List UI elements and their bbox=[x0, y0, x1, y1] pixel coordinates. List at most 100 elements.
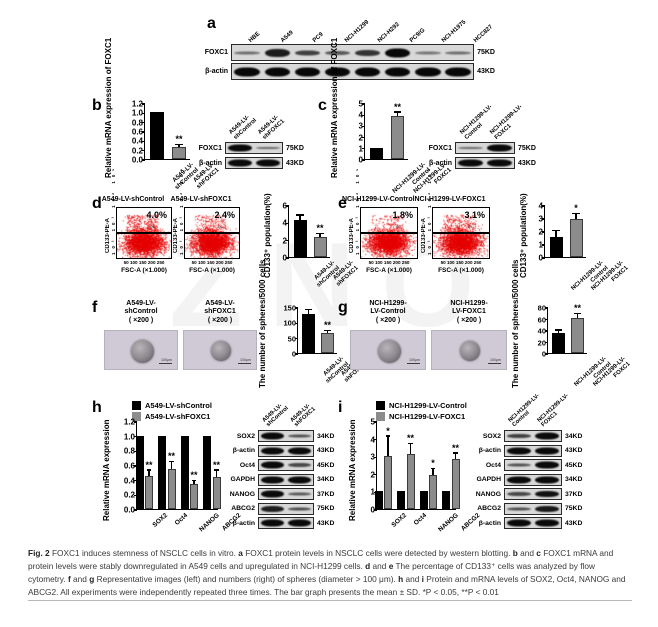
error-bar bbox=[575, 214, 576, 219]
blot-protein-name: FOXC1 bbox=[195, 145, 225, 152]
flow-cytometry-plot: 1.8% Q1 bbox=[360, 207, 418, 259]
panel-i-blot: NCI-H1299-LV- Control NCI-H1299-LV- FOXC1 SO… bbox=[468, 406, 590, 545]
blot-protein-name: SOX2 bbox=[224, 433, 258, 440]
error-bar bbox=[387, 437, 388, 456]
bar bbox=[570, 219, 583, 257]
flow-y-axis-ticks: 10² 10³ 10⁴ 10⁵ bbox=[111, 209, 116, 255]
sphere-colony bbox=[460, 341, 480, 361]
blot-lane bbox=[485, 158, 514, 168]
blot-band bbox=[487, 145, 511, 152]
blot-protein-name: ABCG2 bbox=[224, 505, 258, 512]
micrograph-caption: A549-LV-shControl( ×200 ) bbox=[104, 300, 178, 325]
panel-b-chart: A549-LV-shControl A549-LV-shFOXC1 0.0 0.2 0.… bbox=[126, 104, 198, 186]
flow-x-axis-title: FSC-A (×1.000) bbox=[178, 267, 246, 274]
figure-caption: Fig. 2 FOXC1 induces stemness of NSCLC c… bbox=[28, 547, 632, 598]
blot-lane-headers: A549-LV-shControl A549-LV-shFOXC1 bbox=[258, 406, 314, 430]
blot-row: FOXC1 75KD bbox=[421, 142, 540, 154]
blot-lane bbox=[533, 460, 561, 470]
bar bbox=[452, 459, 460, 509]
y-axis-tick-mark bbox=[286, 205, 289, 206]
panel-a-lane-header: HBE bbox=[247, 31, 260, 44]
blot-lane bbox=[226, 158, 254, 168]
blot-lane bbox=[259, 489, 286, 499]
caption-ref-h: h bbox=[398, 574, 403, 584]
error-bar-cap bbox=[552, 230, 560, 231]
panel-f-label: f bbox=[92, 300, 97, 316]
panel-f-y-axis-title: The number of spheres/5000 cells bbox=[259, 304, 279, 388]
scale-bar bbox=[407, 363, 420, 365]
caption-ref-e: e bbox=[389, 561, 394, 571]
x-axis-category-label: NANOG bbox=[198, 512, 221, 534]
blot-lane bbox=[262, 45, 292, 60]
y-axis-tick-mark bbox=[142, 150, 145, 151]
y-axis-tick-mark bbox=[134, 421, 137, 422]
panel-h-chart: SOX2 Oct4 NANOG ABCG2 0.0 0.2 0.4 0.6 0.8 1.0 1.2 *… bbox=[118, 422, 222, 522]
figure-2: ZNO a HBE A549 PC9 NCI-H1299 NCI-H292 PC9/G NC… bbox=[0, 0, 658, 627]
blot-band bbox=[256, 147, 280, 149]
blot-band bbox=[507, 434, 531, 438]
flow-y-axis-ticks: 10² 10³ 10⁴ 10⁵ bbox=[179, 209, 184, 255]
panel-c-chart: NCI-H1299-LV- Control NCI-H1299-LV- FOXC1 0 1… bbox=[352, 104, 418, 186]
flow-quadrant-label: Q1 bbox=[150, 224, 155, 229]
blot-row: Oct4 45KD bbox=[224, 459, 340, 471]
significance-marker: ** bbox=[190, 470, 197, 480]
error-bar bbox=[397, 113, 398, 116]
error-bar-cap bbox=[296, 214, 304, 215]
y-axis-tick-mark bbox=[295, 353, 298, 354]
y-axis-tick-mark bbox=[545, 353, 548, 354]
chart-plot-area: 0 2 4 6 ** bbox=[288, 206, 330, 258]
blot-band bbox=[535, 520, 559, 527]
scale-bar-label: 100μm bbox=[240, 358, 251, 362]
blot-lane bbox=[456, 143, 485, 153]
flow-x-axis-ticks: 50 100 150 200 250 bbox=[360, 260, 418, 265]
blot-protein-name: FOXC1 bbox=[165, 49, 231, 56]
blot-protein-name: β-actin bbox=[224, 447, 258, 454]
significance-marker: * bbox=[574, 203, 578, 213]
blot-lane bbox=[286, 446, 313, 456]
blot-protein-name: SOX2 bbox=[468, 433, 504, 440]
panel-i-label: i bbox=[338, 400, 342, 416]
blot-row: GAPDH 34KD bbox=[224, 474, 340, 486]
blot-lane bbox=[505, 460, 533, 470]
blot-band bbox=[261, 491, 284, 498]
flow-y-axis-ticks: 10² 10³ 10⁴ 10⁵ bbox=[427, 209, 432, 255]
y-axis-tick-mark bbox=[134, 509, 137, 510]
blot-lane-headers: NCI-H1299-LV- Control NCI-H1299-LV- FOXC1 bbox=[455, 102, 515, 142]
panel-d-chart: A549-LV-shControl A549-LV-shFOXC1 0 2 4 6 ** bbox=[278, 206, 340, 278]
blot-lane bbox=[533, 504, 561, 514]
blot-lane bbox=[286, 504, 313, 514]
blot-mw-marker: 43KD bbox=[314, 520, 334, 527]
micrograph-caption: A549-LV-shFOXC1( ×200 ) bbox=[183, 300, 257, 325]
y-axis-tick-mark bbox=[362, 148, 365, 149]
y-axis-tick-mark bbox=[545, 330, 548, 331]
blot-row: ABCG2 75KD bbox=[468, 503, 590, 515]
blot-lane bbox=[383, 45, 413, 60]
blot-row: SOX2 34KD bbox=[468, 430, 590, 442]
y-axis-tick-mark bbox=[142, 141, 145, 142]
blot-band bbox=[458, 160, 482, 167]
flow-x-axis-ticks: 50 100 150 200 250 bbox=[432, 260, 490, 265]
error-bar bbox=[178, 145, 179, 147]
blot-lane-header: A549-LV-shControl bbox=[261, 401, 290, 429]
bar bbox=[314, 237, 327, 257]
blot-mw-marker: 34KD bbox=[562, 433, 582, 440]
panel-g-chart: NCI-H1299-LV- Control NCI-H1299-LV- FOXC1 0 2… bbox=[535, 308, 593, 370]
y-axis-tick-mark bbox=[374, 421, 377, 422]
flow-cytometry-plot: 2.4% Q1 bbox=[184, 207, 240, 259]
flow-cytometry-plot: 4.0% Q1 bbox=[116, 207, 172, 259]
blot-lane bbox=[383, 64, 413, 79]
blot-lane bbox=[286, 518, 313, 528]
blot-protein-name: β-actin bbox=[468, 447, 504, 454]
significance-marker: ** bbox=[407, 433, 414, 443]
panel-h-legend: A549-LV-shControl A549-LV-shFOXC1 bbox=[132, 401, 212, 423]
y-axis-tick-mark bbox=[542, 205, 545, 206]
blot-lane bbox=[533, 431, 561, 441]
micrograph-image: 100μm bbox=[183, 330, 257, 370]
legend-color-swatch bbox=[376, 412, 385, 421]
micrograph-image: 100μm bbox=[350, 330, 426, 370]
blot-mw-marker: 45KD bbox=[314, 462, 334, 469]
blot-band bbox=[288, 447, 311, 454]
caption-fig-id: Fig. 2 bbox=[28, 548, 50, 558]
blot-lane bbox=[292, 64, 322, 79]
blot-row: Oct4 45KD bbox=[468, 459, 590, 471]
